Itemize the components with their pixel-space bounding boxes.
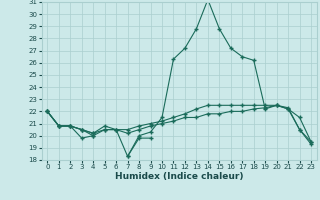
X-axis label: Humidex (Indice chaleur): Humidex (Indice chaleur) <box>115 172 244 181</box>
